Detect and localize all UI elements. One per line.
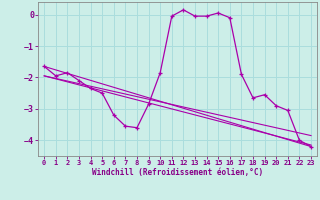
X-axis label: Windchill (Refroidissement éolien,°C): Windchill (Refroidissement éolien,°C) <box>92 168 263 177</box>
